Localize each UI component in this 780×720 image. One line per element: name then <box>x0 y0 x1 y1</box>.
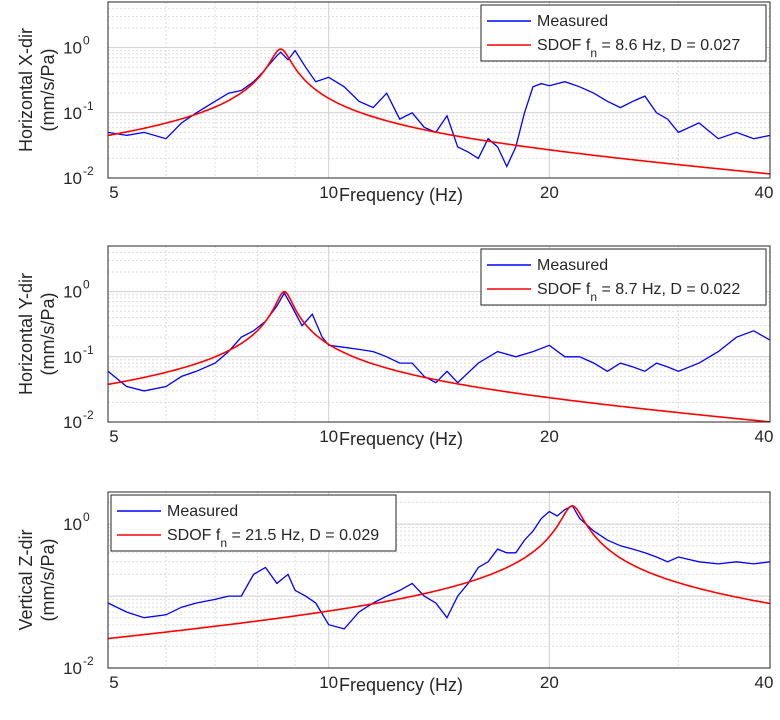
legend-box <box>480 248 767 306</box>
x-axis-label: Frequency (Hz) <box>339 675 463 695</box>
y-tick-label: 10 <box>63 659 82 678</box>
x-tick-label: 20 <box>540 673 559 692</box>
x-tick-label: 20 <box>540 427 559 446</box>
x-tick-label: 5 <box>109 427 118 446</box>
x-tick-label: 10 <box>319 183 338 202</box>
x-tick-label: 40 <box>755 183 774 202</box>
y-tick-exponent: -2 <box>83 164 94 178</box>
y-axis-label-line2: (mm/s/Pa) <box>38 293 58 376</box>
legend: Measured SDOF fn = 8.6 Hz, D = 0.027 <box>480 4 767 62</box>
y-axis-label-line2: (mm/s/Pa) <box>38 539 58 622</box>
x-axis-label: Frequency (Hz) <box>339 185 463 205</box>
y-tick-label: 10 <box>63 283 82 302</box>
x-tick-label: 10 <box>319 427 338 446</box>
axes-box <box>107 491 771 669</box>
y-tick-exponent: 0 <box>83 278 90 292</box>
y-tick-label: 10 <box>63 104 82 123</box>
legend-label-sdof: SDOF fn = 8.6 Hz, D = 0.027 <box>537 37 740 60</box>
x-tick-label: 5 <box>109 183 118 202</box>
x-tick-label: 20 <box>540 183 559 202</box>
sdof-line <box>108 505 770 640</box>
legend: Measured SDOF fn = 8.7 Hz, D = 0.022 <box>480 248 767 306</box>
y-tick-label: 10 <box>63 348 82 367</box>
axes-box <box>107 245 771 423</box>
legend-label-measured: Measured <box>537 13 608 30</box>
x-tick-label: 5 <box>109 673 118 692</box>
legend-box <box>110 494 397 552</box>
y-axis-label-line2: (mm/s/Pa) <box>38 49 58 132</box>
y-tick-label: 10 <box>63 39 82 58</box>
y-tick-exponent: 0 <box>83 510 90 524</box>
y-tick-exponent: -2 <box>83 408 94 422</box>
y-tick-exponent: -2 <box>83 654 94 668</box>
x-tick-label: 10 <box>319 673 338 692</box>
legend-label-measured: Measured <box>537 257 608 274</box>
x-tick-label: 40 <box>755 673 774 692</box>
sdof-line <box>108 290 770 422</box>
x-tick-label: 40 <box>755 427 774 446</box>
legend-label-measured: Measured <box>167 503 238 520</box>
measured-line <box>108 49 770 169</box>
measured-line <box>108 504 770 630</box>
sdof-line <box>108 48 770 175</box>
y-axis-label-line1: Horizontal X-dir <box>16 28 36 152</box>
y-tick-label: 10 <box>63 515 82 534</box>
legend-box <box>480 4 767 62</box>
y-axis-label-line1: Horizontal Y-dir <box>16 273 36 395</box>
y-tick-exponent: 0 <box>83 34 90 48</box>
axes-box <box>107 1 771 179</box>
legend-label-sdof: SDOF fn = 8.7 Hz, D = 0.022 <box>537 281 740 304</box>
legend-label-sdof: SDOF fn = 21.5 Hz, D = 0.029 <box>167 527 379 550</box>
y-axis-label-line1: Vertical Z-dir <box>16 529 36 630</box>
y-tick-exponent: -1 <box>83 343 94 357</box>
y-tick-label: 10 <box>63 169 82 188</box>
x-axis-label: Frequency (Hz) <box>339 429 463 449</box>
y-tick-exponent: -1 <box>83 99 94 113</box>
y-tick-label: 10 <box>63 413 82 432</box>
legend: Measured SDOF fn = 21.5 Hz, D = 0.029 <box>110 494 397 552</box>
measured-line <box>108 291 770 392</box>
